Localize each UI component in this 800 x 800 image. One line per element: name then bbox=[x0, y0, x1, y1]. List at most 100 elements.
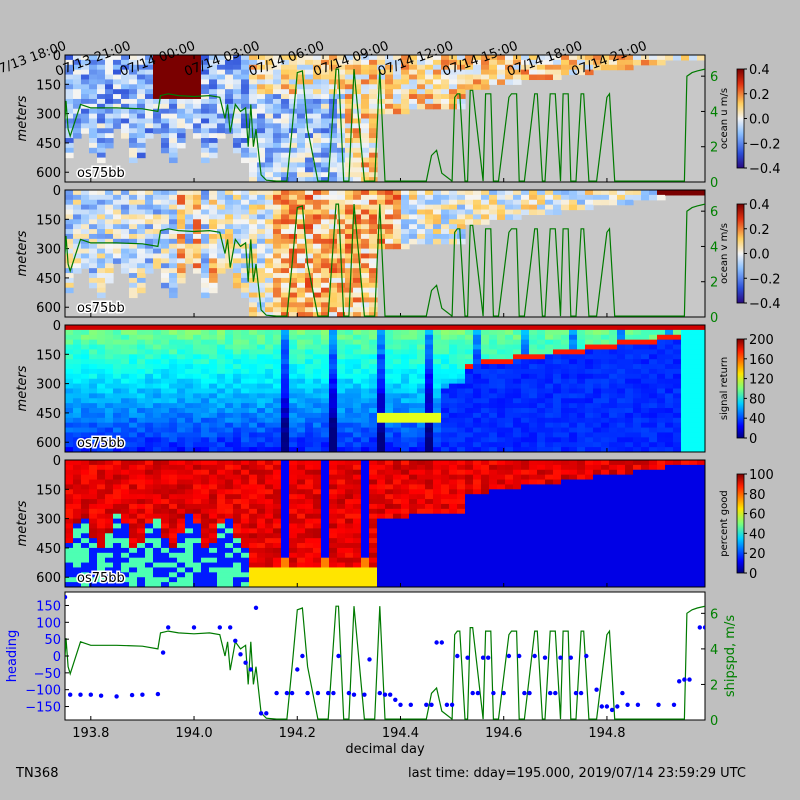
heading-point bbox=[98, 693, 104, 698]
panel-amp-ytick-label: 0 bbox=[53, 319, 61, 334]
heading-point bbox=[444, 702, 450, 707]
panel-pg-cbar-label: percent good bbox=[719, 490, 730, 556]
heading-point bbox=[264, 711, 269, 716]
panel-amp-cbar-tick-label: 80 bbox=[749, 392, 766, 407]
heading-tick-label: 100 bbox=[36, 616, 61, 631]
panel-v-overlay-tick-label: 6 bbox=[710, 205, 718, 220]
panel-v-shipspd-line bbox=[65, 203, 705, 317]
panel-v-ytick-label: 0 bbox=[53, 184, 61, 199]
panel-pg-ytick-label: 300 bbox=[36, 513, 61, 528]
panel-amp-ytick-label: 600 bbox=[36, 436, 61, 451]
heading-point bbox=[604, 704, 610, 709]
shipspd-tick-label: 4 bbox=[710, 643, 718, 658]
heading-point bbox=[506, 653, 512, 659]
heading-point bbox=[362, 692, 367, 697]
panel-pg-image bbox=[65, 460, 705, 587]
heading-point bbox=[635, 702, 641, 707]
panel-amp-colorbar bbox=[736, 338, 745, 439]
heading-point bbox=[129, 692, 135, 698]
heading-point bbox=[233, 638, 238, 643]
panel-pg-ytick-label: 150 bbox=[36, 483, 61, 498]
panel-amp-cbar-tick-label: 120 bbox=[749, 373, 774, 388]
panel-u-cbar-label: ocean u m/s bbox=[719, 88, 730, 149]
panel-pg-ytick-label: 450 bbox=[36, 542, 61, 557]
panel-v-cbar-tick-label: 0.0 bbox=[749, 248, 770, 263]
panel-v-cbar-tick-label: 0.4 bbox=[749, 198, 770, 213]
heading-point bbox=[217, 625, 222, 630]
heading-tick-label: −50 bbox=[34, 667, 61, 682]
panel-pg-ylabel: meters bbox=[15, 500, 30, 546]
panel-u-annotation: os75bb bbox=[77, 166, 125, 181]
last-time-label: last time: dday=195.000, 2019/07/14 23:5… bbox=[408, 766, 746, 781]
panel-pg-cbar-tick-label: 100 bbox=[749, 468, 774, 483]
heading-point bbox=[238, 652, 243, 657]
panel-amp-cbar-tick-label: 200 bbox=[749, 333, 774, 348]
panel-v-ylabel: meters bbox=[15, 230, 30, 276]
panel-u-cbar-tick-label: −0.2 bbox=[749, 137, 781, 152]
heading-point bbox=[114, 694, 119, 699]
panel-u-cbar-tick-label: −0.4 bbox=[749, 162, 781, 177]
panel-u-ytick-label: 300 bbox=[36, 108, 61, 123]
heading-point bbox=[243, 660, 248, 665]
panel-pg-colorbar bbox=[736, 473, 745, 574]
heading-axis-label: heading bbox=[5, 630, 20, 683]
panel-u-overlay-tick-label: 0 bbox=[710, 176, 718, 191]
panel-v-overlay-tick-label: 2 bbox=[710, 276, 718, 291]
heading-point bbox=[475, 690, 481, 696]
panel-v-cbar-tick-label: 0.2 bbox=[749, 223, 770, 238]
heading-point bbox=[470, 690, 475, 696]
panel-pg-ytick-label: 0 bbox=[53, 454, 61, 469]
heading-point bbox=[702, 625, 705, 630]
panel-u-ytick-label: 450 bbox=[36, 137, 61, 152]
heading-point bbox=[377, 690, 382, 696]
panel-u-ytick-label: 150 bbox=[36, 78, 61, 93]
panel-amp-cbar-tick-label: 40 bbox=[749, 412, 766, 427]
heading-point bbox=[300, 653, 305, 659]
heading-point bbox=[326, 690, 331, 696]
heading-point bbox=[258, 711, 264, 716]
shipspd-axis-label: shipspd, m/s bbox=[723, 615, 738, 697]
heading-point bbox=[88, 692, 94, 697]
panel-u-cbar-tick-label: 0.0 bbox=[749, 113, 770, 128]
x-tick-label: 194.8 bbox=[588, 726, 625, 741]
panel-amp-annotation: os75bb bbox=[77, 436, 125, 451]
heading-point bbox=[388, 692, 393, 697]
heading-point bbox=[553, 690, 558, 696]
panel-pg-cbar-tick-label: 0 bbox=[749, 567, 757, 582]
heading-point bbox=[331, 690, 336, 696]
heading-point bbox=[682, 677, 687, 682]
heading-point bbox=[449, 702, 455, 707]
heading-point bbox=[65, 594, 68, 600]
heading-point bbox=[480, 655, 486, 660]
heading-point bbox=[532, 653, 537, 659]
heading-point bbox=[687, 677, 692, 682]
heading-point bbox=[305, 690, 310, 696]
panel-pg-cbar-tick-label: 40 bbox=[749, 527, 766, 542]
panel-v-cbar-tick-label: −0.4 bbox=[749, 297, 781, 312]
heading-point bbox=[656, 702, 661, 707]
heading-point bbox=[367, 657, 372, 662]
panel-u-cbar-tick-label: 0.2 bbox=[749, 88, 770, 103]
heading-point bbox=[578, 690, 584, 696]
heading-point bbox=[68, 692, 73, 697]
panel-pg-cbar-tick-label: 20 bbox=[749, 547, 766, 562]
panel-v-annotation: os75bb bbox=[77, 301, 125, 316]
heading-tick-label: 0 bbox=[53, 650, 61, 665]
heading-point bbox=[284, 690, 290, 696]
heading-point bbox=[568, 655, 573, 660]
heading-point bbox=[253, 605, 259, 610]
heading-tick-label: 50 bbox=[44, 633, 61, 648]
x-axis-label: decimal day bbox=[345, 742, 425, 757]
heading-point bbox=[465, 655, 470, 660]
panel-amp-ytick-label: 150 bbox=[36, 348, 61, 363]
x-tick-label: 194.0 bbox=[175, 726, 212, 741]
bottom-panel-frame bbox=[64, 591, 706, 721]
panel-v-cbar-tick-label: −0.2 bbox=[749, 272, 781, 287]
shipspd-line bbox=[65, 605, 705, 720]
heading-point bbox=[527, 690, 532, 696]
heading-point bbox=[78, 692, 83, 697]
heading-point bbox=[429, 702, 434, 707]
heading-point bbox=[548, 690, 553, 696]
heading-points bbox=[65, 594, 705, 716]
x-tick-label: 194.2 bbox=[279, 726, 316, 741]
